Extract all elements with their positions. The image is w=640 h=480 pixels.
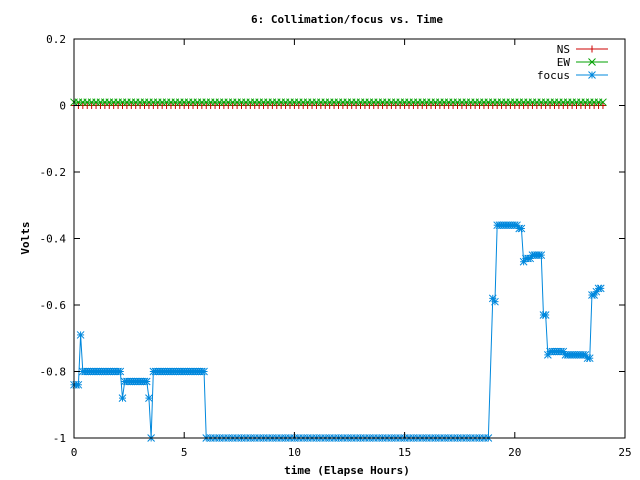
- point-focus: [200, 367, 208, 376]
- point-focus: [541, 311, 550, 319]
- x-tick-label: 10: [288, 446, 301, 459]
- point-focus: [537, 251, 546, 259]
- point-focus: [585, 354, 594, 363]
- point-focus: [517, 224, 526, 233]
- plot-area: [70, 98, 607, 442]
- axes: 0 5 10 15 20 25 0.2 0 -0.2 -0.4 -0.6 -0.8 -1: [40, 33, 632, 459]
- legend-label-ns: NS: [557, 43, 570, 56]
- legend-marker-ew: [588, 58, 596, 66]
- point-ew: [599, 98, 607, 107]
- x-tick-label: 20: [508, 446, 521, 459]
- chart-title: 6: Collimation/focus vs. Time: [251, 13, 443, 26]
- legend-marker-focus: [588, 71, 596, 79]
- y-tick-label: -0.4: [40, 233, 67, 246]
- point-focus: [76, 331, 85, 339]
- y-tick-label: -1: [53, 432, 66, 445]
- x-tick-label: 5: [181, 446, 188, 459]
- y-axis-label: Volts: [19, 221, 32, 254]
- point-focus: [74, 380, 83, 389]
- point-focus: [142, 377, 151, 386]
- x-axis-label: time (Elapse Hours): [284, 464, 410, 477]
- series-line-focus: [74, 224, 601, 439]
- point-focus: [596, 284, 605, 293]
- point-ns: [599, 102, 607, 109]
- point-focus: [116, 367, 125, 376]
- y-tick-label: 0: [59, 100, 66, 113]
- legend-label-ew: EW: [557, 56, 571, 69]
- x-tick-label: 15: [398, 446, 411, 459]
- x-tick-label: 0: [71, 446, 78, 459]
- legend-marker-ns: [588, 45, 596, 53]
- y-tick-label: -0.8: [40, 366, 67, 379]
- y-tick-label: -0.2: [40, 166, 67, 179]
- y-tick-label: 0.2: [46, 33, 66, 46]
- point-focus: [118, 394, 127, 402]
- legend-label-focus: focus: [537, 69, 570, 82]
- point-focus: [491, 297, 499, 306]
- y-tick-label: -0.6: [40, 299, 67, 312]
- point-focus: [145, 394, 153, 402]
- x-tick-label: 25: [618, 446, 631, 459]
